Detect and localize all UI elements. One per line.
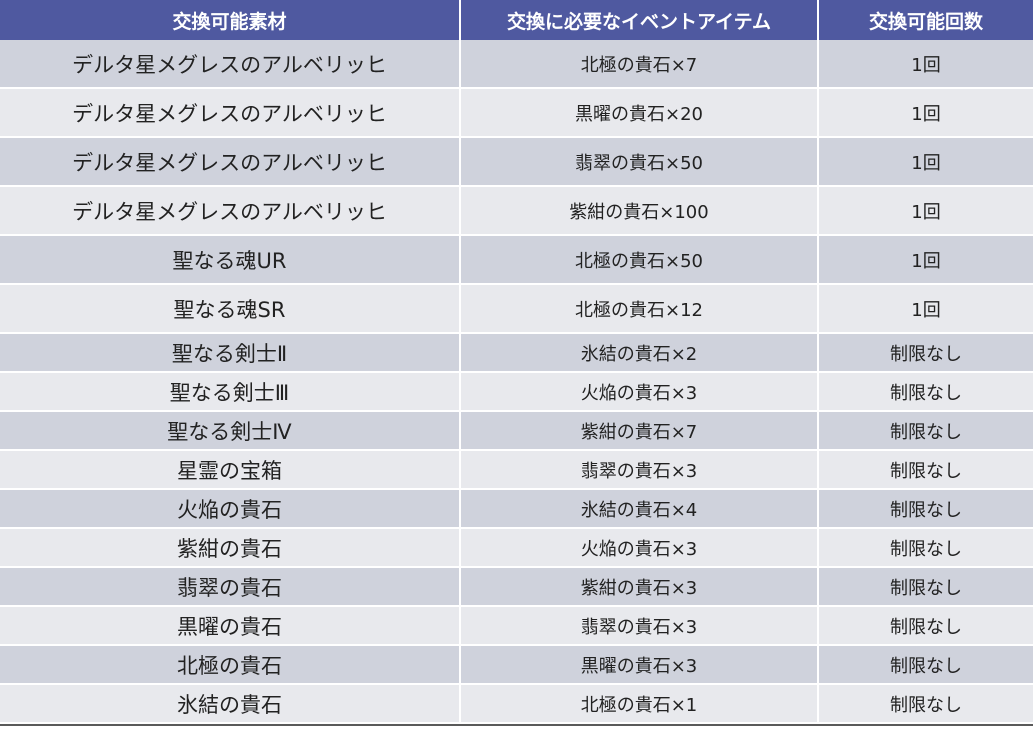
required-item-cell: 北極の貴石×12 (460, 284, 819, 334)
table-row: 火焔の貴石 氷結の貴石×4 制限なし (0, 489, 1033, 529)
limit-cell: 制限なし (818, 333, 1033, 373)
required-item-cell: 北極の貴石×7 (460, 40, 819, 89)
limit-cell: 制限なし (818, 372, 1033, 412)
material-cell: 火焔の貴石 (0, 489, 461, 529)
header-row: 交換可能素材 交換に必要なイベントアイテム 交換可能回数 (0, 0, 1033, 40)
table-bottom-border (0, 724, 1033, 726)
limit-cell: 制限なし (818, 450, 1033, 490)
limit-cell: 1回 (818, 186, 1033, 236)
table-row: 紫紺の貴石 火焔の貴石×3 制限なし (0, 528, 1033, 568)
limit-cell: 制限なし (818, 567, 1033, 607)
table-row: 聖なる剣士Ⅳ 紫紺の貴石×7 制限なし (0, 411, 1033, 451)
required-item-cell: 火焔の貴石×3 (460, 528, 819, 568)
limit-cell: 制限なし (818, 645, 1033, 685)
required-item-cell: 黒曜の貴石×20 (460, 88, 819, 138)
required-item-cell: 翡翠の貴石×50 (460, 137, 819, 187)
limit-cell: 制限なし (818, 411, 1033, 451)
limit-cell: 1回 (818, 88, 1033, 138)
material-cell: 聖なる剣士Ⅳ (0, 411, 461, 451)
material-cell: 翡翠の貴石 (0, 567, 461, 607)
material-cell: 北極の貴石 (0, 645, 461, 685)
required-item-cell: 氷結の貴石×2 (460, 333, 819, 373)
material-cell: 聖なる剣士Ⅱ (0, 333, 461, 373)
header-material: 交換可能素材 (0, 0, 461, 40)
material-cell: 聖なる剣士Ⅲ (0, 372, 461, 412)
material-cell: 聖なる魂SR (0, 284, 461, 334)
limit-cell: 1回 (818, 40, 1033, 89)
table-row: 聖なる剣士Ⅱ 氷結の貴石×2 制限なし (0, 333, 1033, 373)
limit-cell: 制限なし (818, 489, 1033, 529)
required-item-cell: 翡翠の貴石×3 (460, 450, 819, 490)
required-item-cell: 氷結の貴石×4 (460, 489, 819, 529)
table-row: デルタ星メグレスのアルベリッヒ 北極の貴石×7 1回 (0, 40, 1033, 89)
limit-cell: 制限なし (818, 606, 1033, 646)
required-item-cell: 北極の貴石×50 (460, 235, 819, 285)
material-cell: デルタ星メグレスのアルベリッヒ (0, 40, 461, 89)
material-cell: 黒曜の貴石 (0, 606, 461, 646)
limit-cell: 1回 (818, 235, 1033, 285)
required-item-cell: 北極の貴石×1 (460, 684, 819, 724)
table-row: 北極の貴石 黒曜の貴石×3 制限なし (0, 645, 1033, 685)
required-item-cell: 火焔の貴石×3 (460, 372, 819, 412)
limit-cell: 制限なし (818, 684, 1033, 724)
table-row: 翡翠の貴石 紫紺の貴石×3 制限なし (0, 567, 1033, 607)
material-cell: 紫紺の貴石 (0, 528, 461, 568)
required-item-cell: 黒曜の貴石×3 (460, 645, 819, 685)
table-row: 星霊の宝箱 翡翠の貴石×3 制限なし (0, 450, 1033, 490)
limit-cell: 制限なし (818, 528, 1033, 568)
material-cell: 星霊の宝箱 (0, 450, 461, 490)
table-row: デルタ星メグレスのアルベリッヒ 翡翠の貴石×50 1回 (0, 137, 1033, 187)
required-item-cell: 翡翠の貴石×3 (460, 606, 819, 646)
material-cell: デルタ星メグレスのアルベリッヒ (0, 137, 461, 187)
required-item-cell: 紫紺の貴石×3 (460, 567, 819, 607)
limit-cell: 1回 (818, 137, 1033, 187)
table-row: 聖なる剣士Ⅲ 火焔の貴石×3 制限なし (0, 372, 1033, 412)
table-row: デルタ星メグレスのアルベリッヒ 黒曜の貴石×20 1回 (0, 88, 1033, 138)
table-row: 氷結の貴石 北極の貴石×1 制限なし (0, 684, 1033, 724)
header-required-item: 交換に必要なイベントアイテム (460, 0, 819, 40)
table-row: 黒曜の貴石 翡翠の貴石×3 制限なし (0, 606, 1033, 646)
required-item-cell: 紫紺の貴石×100 (460, 186, 819, 236)
limit-cell: 1回 (818, 284, 1033, 334)
required-item-cell: 紫紺の貴石×7 (460, 411, 819, 451)
material-cell: 氷結の貴石 (0, 684, 461, 724)
material-cell: 聖なる魂UR (0, 235, 461, 285)
material-cell: デルタ星メグレスのアルベリッヒ (0, 88, 461, 138)
material-cell: デルタ星メグレスのアルベリッヒ (0, 186, 461, 236)
table-row: 聖なる魂SR 北極の貴石×12 1回 (0, 284, 1033, 334)
header-limit: 交換可能回数 (818, 0, 1033, 40)
table-row: デルタ星メグレスのアルベリッヒ 紫紺の貴石×100 1回 (0, 186, 1033, 236)
table-row: 聖なる魂UR 北極の貴石×50 1回 (0, 235, 1033, 285)
